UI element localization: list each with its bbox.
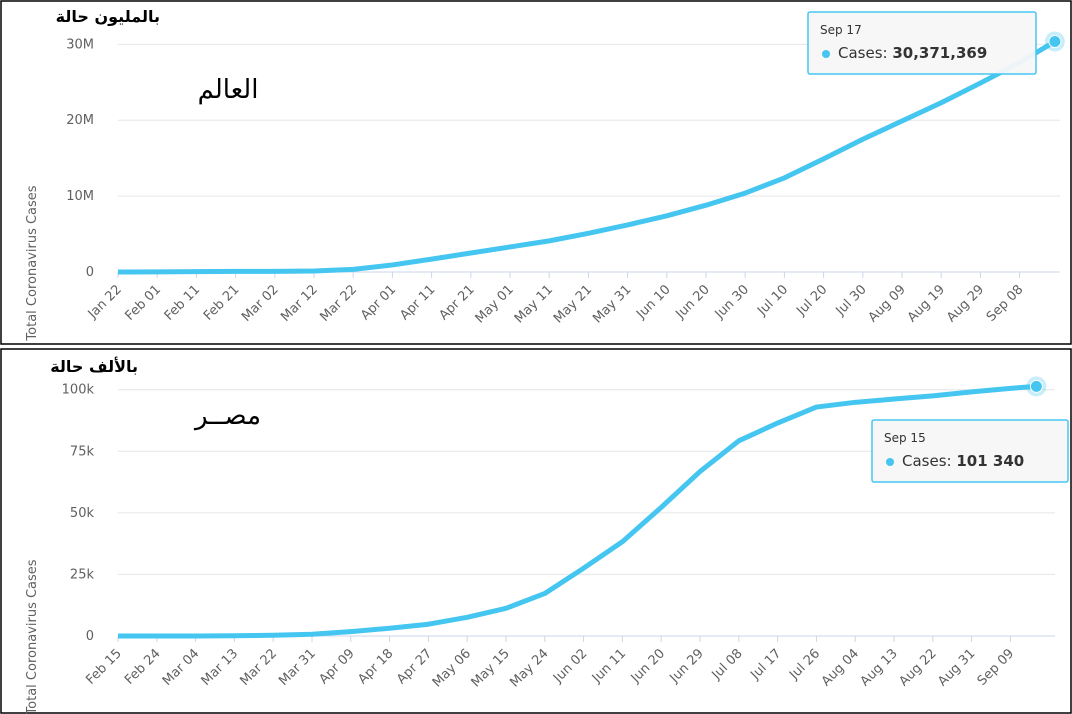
x-tick-label: Jun 02 [550,646,590,686]
tooltip-number: 101 340 [956,452,1024,470]
highlight-point [1029,379,1043,393]
y-tick-label: 10M [66,189,94,204]
x-tick-label: Apr 21 [436,282,477,323]
x-tick-label: Jul 17 [747,646,784,683]
x-tick-label: Feb 21 [201,282,243,324]
x-tick-label: Apr 11 [397,282,438,323]
y-tick-label: 20M [66,113,94,128]
x-tick-label: Sep 08 [984,282,1027,325]
unit-note: بالألف حالة [50,357,138,376]
x-tick-label: Mar 13 [199,646,242,689]
x-tick-label: Feb 11 [162,282,204,324]
tooltip-label: Cases: [902,452,952,470]
line [117,60,1021,275]
x-tick-label: May 06 [430,646,474,690]
x-tick-label: Jan 22 [85,282,125,322]
x-tick-label: Jun 29 [667,646,707,686]
tooltip [807,11,1037,75]
x-tick-label: Aug 22 [896,646,939,689]
x-tick-label: Sep 09 [975,646,1018,689]
y-tick-label: 0 [86,629,94,644]
x-tick-label: Apr 01 [358,282,399,323]
x-tick-label: Feb 15 [83,646,125,688]
x-tick-label: Jun 10 [633,282,673,322]
x-tick-label: Aug 31 [935,646,978,689]
x-tick-label: May 21 [551,282,595,326]
x-tick-label: Mar 22 [317,282,360,325]
x-tick-label: Mar 02 [239,282,282,325]
x-tick-label: Mar 04 [160,646,203,689]
y-tick-label: 100k [62,383,95,398]
x-tick-label: Aug 29 [944,282,987,325]
x-tick-label: Aug 09 [866,282,909,325]
x-tick-label: May 31 [590,282,634,326]
tooltip-value: Cases: 101 340 [902,452,1024,470]
tooltip-date: Sep 17 [820,23,862,37]
tooltip [871,419,1069,483]
y-tick-label: 25k [70,567,95,582]
x-tick-label: Jul 08 [709,646,746,683]
y-tick-label: 30M [66,37,94,52]
tooltip-number: 30,371,369 [892,44,987,62]
x-tick-label: Jul 20 [793,282,830,319]
y-tick-label: 75k [70,444,95,459]
x-tick-label: Apr 09 [316,646,357,687]
x-tick-label: Jul 26 [786,646,823,683]
x-tick-label: Aug 19 [905,282,948,325]
y-axis-label: Total Coronavirus Cases [25,559,40,714]
x-tick-label: May 15 [469,646,513,690]
x-tick-label: Feb 24 [122,646,164,688]
x-tick-label: Mar 31 [276,646,319,689]
panel-border [0,0,1072,345]
x-tick-label: Apr 27 [394,646,435,687]
x-tick-label: Jun 20 [673,282,713,322]
x-tick-label: May 01 [473,282,517,326]
x-tick-label: Feb 01 [123,282,165,324]
highlight-point [1048,35,1062,49]
x-tick-label: May 11 [512,282,556,326]
x-tick-label: Apr 18 [355,646,396,687]
x-tick-label: Jun 30 [712,282,752,322]
x-tick-label: Jul 10 [754,282,791,319]
y-tick-label: 0 [86,265,94,280]
y-axis-label: Total Coronavirus Cases [25,185,40,341]
chart-title: العالم [198,75,259,105]
chart-title: مصــر [193,401,261,431]
x-tick-label: Jun 11 [589,646,629,686]
tooltip-date: Sep 15 [884,431,926,445]
tooltip-dot [822,50,830,58]
unit-note: بالمليون حالة [56,7,160,26]
tooltip-label: Cases: [838,44,888,62]
x-tick-label: Jul 30 [833,282,870,319]
tooltip-dot [886,458,894,466]
x-tick-label: Mar 22 [237,646,280,689]
line [118,385,1011,639]
x-tick-label: Aug 13 [858,646,901,689]
x-tick-label: Jun 20 [628,646,668,686]
tooltip-value: Cases: 30,371,369 [838,44,987,62]
y-tick-label: 50k [70,506,95,521]
x-tick-label: Aug 04 [819,646,862,689]
x-tick-label: Mar 12 [278,282,321,325]
panel-border [0,348,1072,714]
x-tick-label: May 24 [507,646,551,690]
